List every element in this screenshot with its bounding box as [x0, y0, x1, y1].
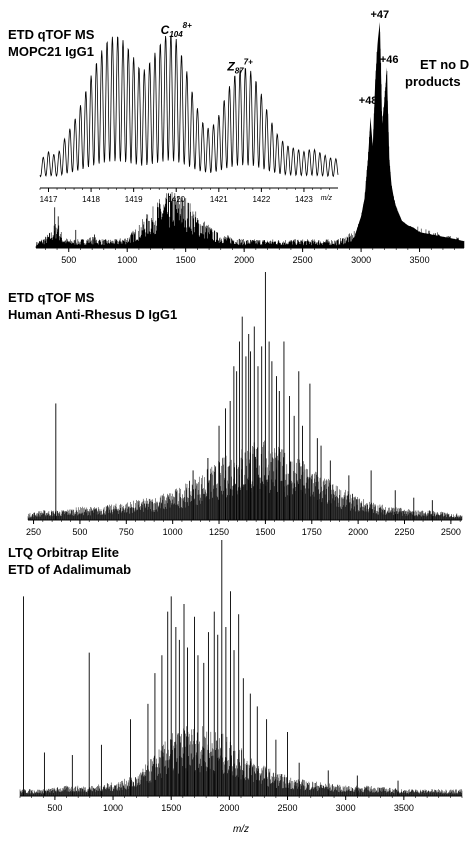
- panel3-x-label: m/z: [233, 824, 249, 835]
- panel2-title-line2: Human Anti-Rhesus D IgG1: [8, 307, 178, 322]
- tick-label: 1500: [176, 255, 196, 265]
- spectrum-trace: [27, 440, 463, 520]
- panel3-title-line1: LTQ Orbitrap Elite: [8, 545, 119, 560]
- tick-label: 500: [61, 255, 76, 265]
- panel3-x-axis: 500 1000 1500 2000 2500 3000 3500: [19, 795, 463, 813]
- panel2-spectrum: [27, 272, 463, 520]
- tick-label: 2000: [219, 803, 239, 813]
- panel1-annotation-et: ET no D: [420, 57, 470, 72]
- tick-label: 2500: [278, 803, 298, 813]
- ion-subscript: 104: [169, 30, 183, 39]
- panel1-spectrum: [35, 22, 465, 248]
- panel3-title-line2: ETD of Adalimumab: [8, 562, 132, 577]
- inset-x-label: m/z: [321, 195, 333, 202]
- ion-letter: C: [161, 23, 170, 37]
- panel2-title-line1: ETD qTOF MS: [8, 290, 95, 305]
- tick-label: 1418: [82, 195, 100, 204]
- tick-label: 1500: [255, 527, 275, 537]
- charge-label-plus48: +48: [359, 95, 378, 107]
- panel3-spectrum: [19, 540, 463, 796]
- ion-superscript: 7+: [244, 58, 253, 67]
- tick-label: 2250: [394, 527, 414, 537]
- tick-label: 2500: [441, 527, 461, 537]
- tick-label: 2000: [234, 255, 254, 265]
- charge-label-plus47: +47: [370, 9, 389, 21]
- tick-label: 2500: [293, 255, 313, 265]
- inset-spectrum: [39, 35, 339, 178]
- panel1-annotation-products: products: [405, 74, 461, 89]
- tick-label: 1421: [210, 195, 228, 204]
- tick-label: 1420: [167, 195, 185, 204]
- ion-subscript: 87: [235, 67, 244, 76]
- panel1-title-line1: ETD qTOF MS: [8, 27, 95, 42]
- tick-label: 3500: [410, 255, 430, 265]
- tick-label: 1000: [103, 803, 123, 813]
- tick-label: 1000: [163, 527, 183, 537]
- tick-label: 500: [72, 527, 87, 537]
- tick-label: 3000: [336, 803, 356, 813]
- charge-state-envelope: [355, 22, 464, 248]
- tick-label: 1419: [125, 195, 143, 204]
- tick-label: 250: [26, 527, 41, 537]
- tick-label: 3500: [394, 803, 414, 813]
- inset-trace: [39, 35, 339, 178]
- ion-letter: Z: [226, 60, 235, 74]
- tick-label: 1500: [161, 803, 181, 813]
- ion-superscript: 8+: [183, 21, 192, 30]
- tick-label: 3000: [351, 255, 371, 265]
- tick-label: 500: [47, 803, 62, 813]
- panelinset-x-axis: 1417 1418 1419 1420 1421 1422 1423: [40, 187, 338, 204]
- tick-label: 750: [119, 527, 134, 537]
- panel2-x-axis: 250 500 750 1000 1250 1500 1750 2000 2250 2500: [26, 519, 462, 537]
- tick-label: 1422: [252, 195, 270, 204]
- panel1-title-line2: MOPC21 IgG1: [8, 44, 94, 59]
- ion-label-z87: Z877+: [226, 58, 253, 76]
- spectrum-trace: [19, 726, 463, 796]
- tick-label: 1750: [302, 527, 322, 537]
- panel1-x-axis: 500 1000 1500 2000 2500 3000 3500: [36, 247, 464, 265]
- tick-label: 1000: [117, 255, 137, 265]
- tick-label: 1417: [40, 195, 58, 204]
- tick-label: 1250: [209, 527, 229, 537]
- tick-label: 2000: [348, 527, 368, 537]
- charge-label-plus46: +46: [380, 54, 399, 66]
- ion-label-c104: C1048+: [161, 21, 192, 39]
- tick-label: 1423: [295, 195, 313, 204]
